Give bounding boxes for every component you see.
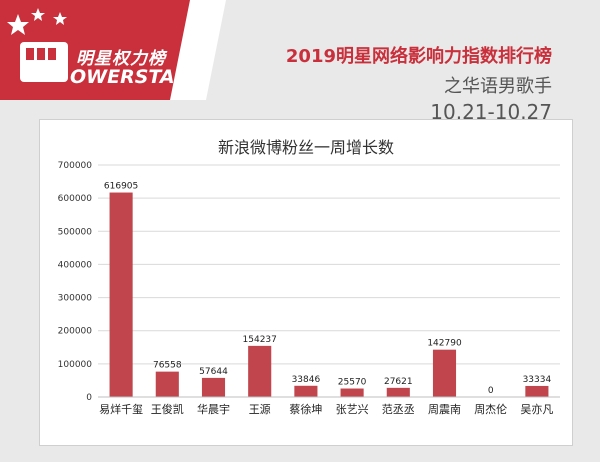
y-tick-label-2: 200000 bbox=[58, 327, 93, 337]
data-label-9: 33334 bbox=[523, 375, 552, 385]
x-tick-label-8: 周杰伦 bbox=[474, 402, 507, 416]
data-label-6: 27621 bbox=[384, 377, 413, 387]
logo-text-en: OWERSTAR bbox=[70, 66, 190, 88]
x-tick-label-6: 范丞丞 bbox=[382, 402, 415, 416]
y-tick-label-0: 0 bbox=[86, 393, 92, 403]
page-subtitle: 之华语男歌手 bbox=[444, 76, 552, 97]
data-label-2: 57644 bbox=[199, 367, 228, 377]
x-tick-label-2: 华晨宇 bbox=[197, 402, 230, 416]
star-icon bbox=[53, 12, 67, 25]
data-label-1: 76558 bbox=[153, 361, 182, 371]
logo-panel: 明星权力榜 OWERSTAR bbox=[0, 0, 226, 100]
bar-4 bbox=[294, 385, 318, 397]
bar-3 bbox=[248, 345, 272, 397]
y-tick-label-6: 600000 bbox=[58, 194, 93, 204]
x-tick-label-7: 周震南 bbox=[428, 403, 461, 416]
bar-9 bbox=[525, 385, 549, 397]
y-tick-label-4: 400000 bbox=[58, 260, 93, 270]
y-tick-label-7: 700000 bbox=[58, 161, 93, 171]
header: 2019明星网络影响力指数排行榜 之华语男歌手 10.21-10.27 bbox=[286, 42, 552, 124]
y-tick-label-5: 500000 bbox=[58, 227, 93, 237]
x-tick-label-1: 王俊凯 bbox=[151, 402, 184, 416]
data-label-3: 154237 bbox=[243, 335, 277, 345]
star-icon bbox=[31, 8, 45, 21]
data-label-0: 616905 bbox=[104, 182, 138, 192]
chart-title: 新浪微博粉丝一周增长数 bbox=[217, 138, 394, 157]
star-icon bbox=[7, 14, 29, 35]
x-tick-label-4: 蔡徐坤 bbox=[289, 402, 322, 416]
bar-2 bbox=[201, 377, 226, 397]
data-label-8: 0 bbox=[488, 386, 494, 396]
bar-5 bbox=[340, 388, 364, 397]
data-label-5: 25570 bbox=[338, 378, 367, 388]
logo-badge bbox=[0, 0, 226, 100]
x-tick-label-9: 吴亦凡 bbox=[520, 402, 553, 416]
bar-1 bbox=[155, 371, 179, 397]
y-tick-label-3: 300000 bbox=[58, 294, 93, 304]
x-tick-label-5: 张艺兴 bbox=[336, 403, 369, 416]
bar-7 bbox=[432, 349, 457, 397]
x-tick-label-3: 王源 bbox=[249, 402, 271, 416]
chart-frame: 新浪微博粉丝一周增长数 0 100000 200000 300000 400000 500… bbox=[39, 119, 573, 446]
data-label-7: 142790 bbox=[427, 339, 462, 349]
bar-chart: 0 100000 200000 300000 400000 500000 600000 700… bbox=[58, 161, 560, 416]
x-tick-label-0: 易烊千玺 bbox=[99, 402, 143, 416]
bar-0 bbox=[109, 192, 133, 397]
bar-6 bbox=[386, 387, 410, 397]
data-label-4: 33846 bbox=[292, 375, 321, 385]
page-title: 2019明星网络影响力指数排行榜 bbox=[285, 46, 552, 67]
y-tick-label-1: 100000 bbox=[58, 360, 93, 370]
logo-text-cn: 明星权力榜 bbox=[76, 49, 166, 69]
